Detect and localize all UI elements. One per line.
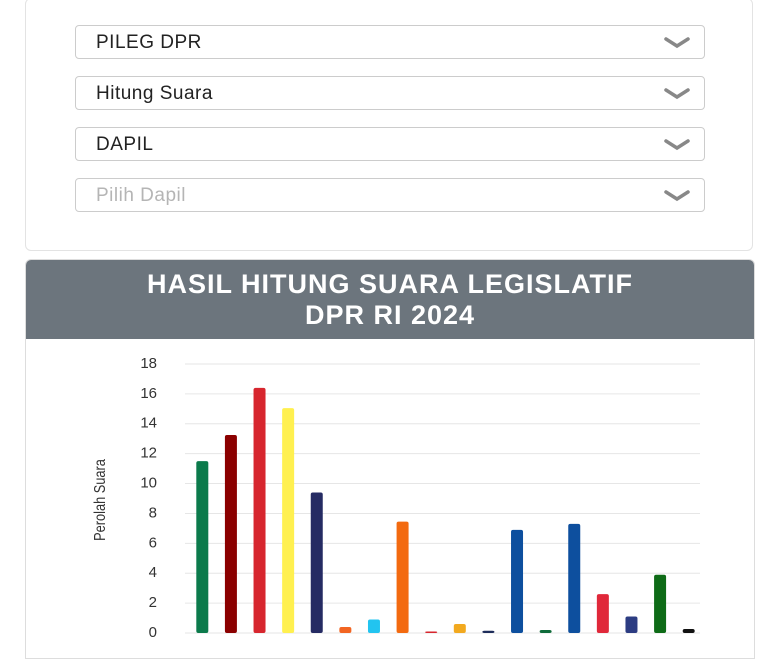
y-tick-label: 16 (140, 385, 157, 402)
bar (511, 529, 524, 633)
y-tick-label: 0 (149, 624, 157, 641)
dropdown[interactable]: DAPIL (75, 127, 705, 161)
bar (425, 631, 438, 633)
y-tick-label: 12 (140, 445, 157, 462)
y-tick-label: 4 (149, 564, 157, 581)
bar (539, 630, 552, 633)
bar (682, 628, 695, 633)
bar (654, 574, 667, 633)
dropdown[interactable]: PILEG DPR (75, 25, 705, 59)
dropdown-label: Hitung Suara (96, 83, 213, 104)
chart-title: HASIL HITUNG SUARA LEGISLATIF DPR RI 202… (147, 268, 633, 330)
y-axis-label: Perolah Suara (92, 458, 110, 541)
bar (596, 594, 609, 633)
chart-panel: HASIL HITUNG SUARA LEGISLATIF DPR RI 202… (25, 259, 755, 659)
bar (367, 619, 380, 633)
bar (625, 616, 638, 633)
chevron (664, 139, 690, 151)
bar (482, 630, 495, 633)
y-tick-label: 14 (140, 415, 157, 432)
y-tick-label: 18 (140, 355, 157, 372)
y-tick-label: 8 (149, 504, 157, 521)
filter-card (25, 0, 753, 251)
dropdown-label: Pilih Dapil (96, 185, 186, 206)
bar (282, 408, 295, 633)
y-tick-label: 10 (140, 475, 157, 492)
chevron (664, 190, 690, 202)
bar (453, 624, 466, 633)
dropdown-label: PILEG DPR (96, 32, 202, 53)
y-tick-label: 6 (149, 534, 157, 551)
bar (196, 461, 209, 633)
chevron (664, 88, 690, 100)
chart-header: HASIL HITUNG SUARA LEGISLATIF DPR RI 202… (26, 260, 754, 339)
dropdown[interactable]: Hitung Suara (75, 76, 705, 110)
bar (310, 492, 323, 633)
bar (568, 523, 581, 633)
chevron (664, 37, 690, 49)
bar (396, 521, 409, 633)
y-tick-label: 2 (149, 594, 157, 611)
bar (339, 627, 352, 633)
dropdown[interactable]: Pilih Dapil (75, 178, 705, 212)
bar (253, 387, 266, 633)
bar (224, 434, 237, 633)
dropdown-label: DAPIL (96, 134, 154, 155)
